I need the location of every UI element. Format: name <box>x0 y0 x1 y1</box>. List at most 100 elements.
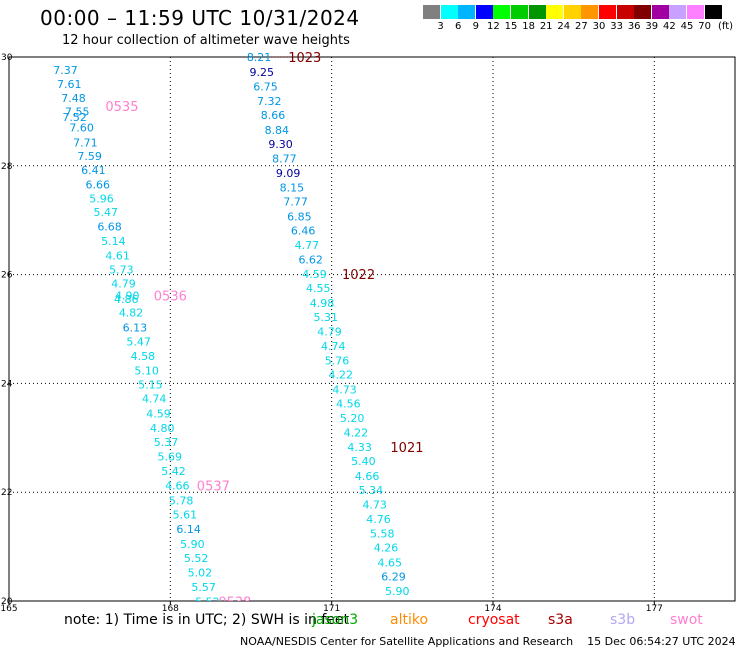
swh-value-label: 4.82 <box>119 307 144 320</box>
scale-swatch <box>440 5 458 19</box>
scale-label: 42 <box>663 21 676 32</box>
footer-credit: NOAA/NESDIS Center for Satellite Applica… <box>240 635 736 648</box>
swh-value-label: 5.34 <box>359 484 384 497</box>
footer-note: note: 1) Time is in UTC; 2) SWH is in fe… <box>64 612 350 628</box>
y-tick-label: 22 <box>1 488 12 498</box>
x-tick-label: 165 <box>0 604 17 614</box>
swh-value-label: 8.84 <box>265 124 290 137</box>
swh-value-label: 4.65 <box>377 556 402 569</box>
scale-unit: (ft) <box>718 21 734 32</box>
swh-value-label: 7.48 <box>61 92 86 105</box>
swh-value-label: 6.75 <box>253 80 278 93</box>
swh-value-label: 4.56 <box>336 398 361 411</box>
swh-value-label: 4.77 <box>295 239 320 252</box>
scale-swatch <box>528 5 546 19</box>
swh-value-label: 4.66 <box>355 470 380 483</box>
mission-label-s3a: s3a <box>548 612 573 628</box>
swh-value-label: 4.74 <box>142 393 167 406</box>
swh-value-label: 5.73 <box>109 264 134 277</box>
scale-label: 45 <box>680 21 694 32</box>
swh-value-label: 4.59 <box>302 268 327 281</box>
y-tick-label: 28 <box>1 162 13 172</box>
scale-swatch <box>475 5 493 19</box>
swh-value-label: 4.80 <box>150 422 175 435</box>
pass-time-label: 0535 <box>105 100 138 115</box>
scale-label: 9 <box>472 21 479 32</box>
pass-time-label: 0537 <box>197 480 230 495</box>
x-tick-label: 174 <box>484 604 501 614</box>
swh-value-label: 5.14 <box>101 235 126 248</box>
swh-value-label: 4.66 <box>165 480 190 493</box>
scale-label: 30 <box>592 21 606 32</box>
scale-swatch <box>669 5 687 19</box>
swh-value-label: 5.42 <box>161 465 186 478</box>
swh-value-label: 4.73 <box>362 499 387 512</box>
scale-label: 39 <box>645 21 659 32</box>
mission-label-s3b: s3b <box>610 612 636 628</box>
swh-value-label: 6.85 <box>287 210 312 223</box>
swh-value-label: 5.02 <box>188 567 213 580</box>
swh-value-label: 4.26 <box>374 542 399 555</box>
y-tick-label: 20 <box>1 597 13 607</box>
swh-value-label: 5.57 <box>191 581 216 594</box>
scale-swatch <box>687 5 704 19</box>
swh-value-label: 6.46 <box>291 225 316 238</box>
plot-frame <box>8 56 736 602</box>
data-layer: 7.377.617.487.557.527.607.717.596.416.66… <box>53 51 423 612</box>
scale-label: 70 <box>698 21 711 32</box>
chart-subtitle: 12 hour collection of altimeter wave hei… <box>62 33 350 48</box>
swh-value-label: 7.77 <box>283 196 308 209</box>
swh-value-label: 4.33 <box>347 441 372 454</box>
swh-value-label: 5.15 <box>138 378 163 391</box>
swh-value-label: 9.30 <box>268 138 293 151</box>
swh-value-label: 7.60 <box>69 122 94 135</box>
swh-value-label: 5.58 <box>370 528 395 541</box>
pass-time-label: 1021 <box>390 441 423 456</box>
swh-value-label: 5.37 <box>154 436 179 449</box>
scale-swatch <box>634 5 652 19</box>
swh-value-label: 6.68 <box>97 221 122 234</box>
swh-value-label: 8.15 <box>280 182 305 195</box>
scale-swatch <box>599 5 616 19</box>
swh-value-label: 8.77 <box>272 153 297 166</box>
scale-swatch <box>616 5 634 19</box>
swh-value-label: 5.90 <box>385 585 410 598</box>
mission-label-swot: swot <box>670 612 703 628</box>
x-tick-label: 177 <box>646 604 663 614</box>
y-tick-label: 26 <box>1 271 13 281</box>
swh-value-label: 6.29 <box>381 571 406 584</box>
swh-value-label: 7.32 <box>257 95 282 108</box>
scale-swatch <box>423 5 440 19</box>
mission-label-altiko: altiko <box>390 612 429 628</box>
scale-swatch <box>546 5 564 19</box>
swh-value-label: 4.74 <box>321 340 346 353</box>
pass-time-label: 1023 <box>288 51 321 66</box>
scale-swatch <box>581 5 599 19</box>
scale-label: 18 <box>522 21 535 32</box>
swh-value-label: 7.61 <box>57 78 82 91</box>
swh-value-label: 7.59 <box>77 150 102 163</box>
swh-value-label: 4.59 <box>146 407 171 420</box>
scale-swatch <box>704 5 722 19</box>
scale-label: 24 <box>557 21 571 32</box>
swh-value-label: 5.20 <box>340 412 365 425</box>
swh-value-label: 7.71 <box>73 136 98 149</box>
swh-value-label: 4.86 <box>114 293 139 306</box>
swh-value-label: 4.22 <box>344 426 369 439</box>
x-tick-label: 168 <box>162 604 179 614</box>
swh-value-label: 9.09 <box>276 167 301 180</box>
swh-value-label: 8.66 <box>261 109 286 122</box>
swh-value-label: 6.97 <box>389 599 414 612</box>
swh-value-label: 5.69 <box>158 450 183 463</box>
swh-value-label: 7.55 <box>65 105 90 118</box>
swh-value-label: 4.22 <box>329 369 354 382</box>
chart-title: 00:00 – 11:59 UTC 10/31/2024 <box>40 6 360 30</box>
swh-value-label: 5.52 <box>195 596 220 609</box>
scale-label: 21 <box>539 21 553 32</box>
swh-value-label: 5.40 <box>351 455 376 468</box>
swh-value-label: 4.55 <box>306 282 331 295</box>
swh-value-label: 4.76 <box>366 513 391 526</box>
scale-label: 27 <box>575 21 588 32</box>
swh-value-label: 4.73 <box>332 383 357 396</box>
